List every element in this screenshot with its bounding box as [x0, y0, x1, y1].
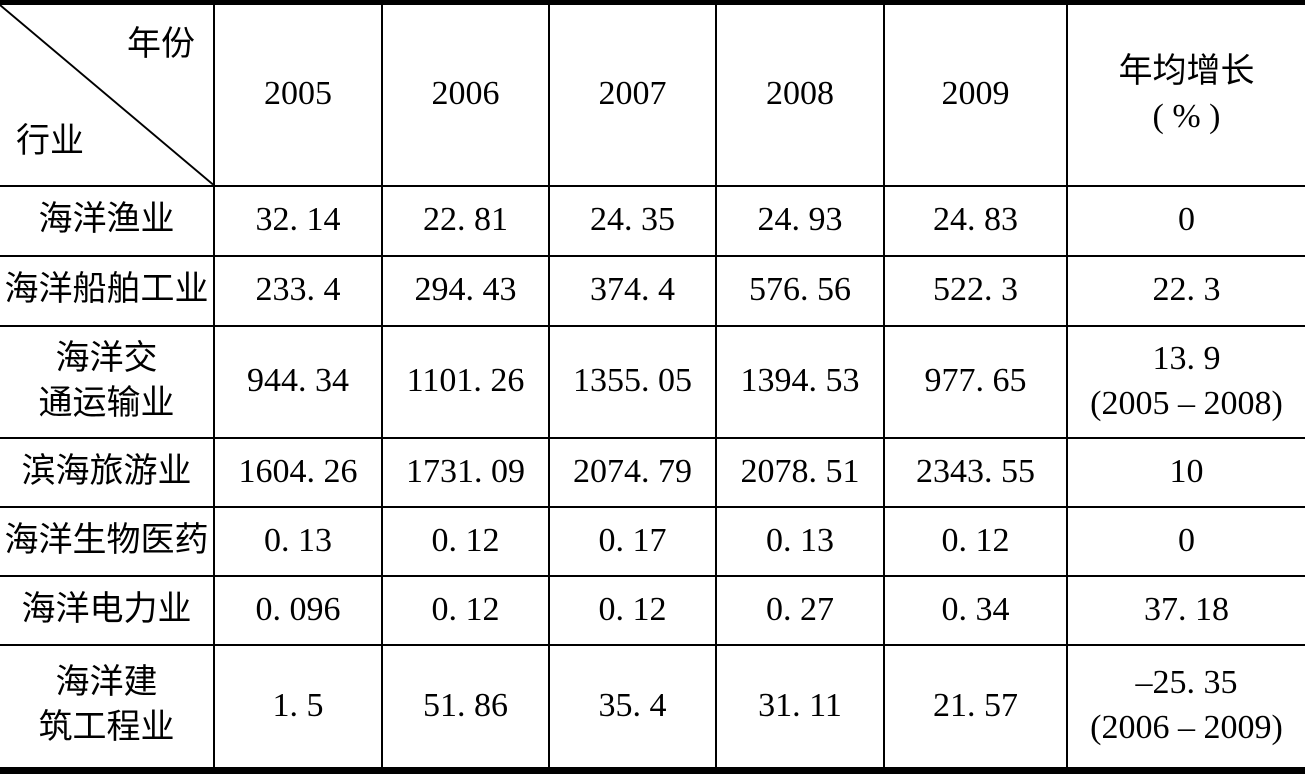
- table-row: 海洋电力业 0. 096 0. 12 0. 12 0. 27 0. 34 37.…: [0, 574, 1305, 646]
- industry-row-header: 海洋建 筑工程业: [0, 643, 215, 774]
- growth-cell: 0: [1066, 184, 1305, 257]
- year-column-header: 2009: [883, 0, 1068, 187]
- value-cell: 977. 65: [883, 324, 1068, 439]
- value-cell: 1. 5: [213, 643, 383, 774]
- value-cell: 0. 12: [381, 574, 550, 646]
- value-cell: 24. 93: [715, 184, 885, 257]
- value-cell: 0. 17: [548, 505, 717, 577]
- year-column-header: 2007: [548, 0, 717, 187]
- year-column-header: 2005: [213, 0, 383, 187]
- table-row: 海洋生物医药 0. 13 0. 12 0. 17 0. 13 0. 12 0: [0, 505, 1305, 577]
- value-cell: 51. 86: [381, 643, 550, 774]
- value-cell: 944. 34: [213, 324, 383, 439]
- table-row: 海洋船舶工业 233. 4 294. 43 374. 4 576. 56 522…: [0, 254, 1305, 327]
- diagonal-line: [1, 7, 212, 184]
- value-cell: 22. 81: [381, 184, 550, 257]
- industry-row-header: 海洋交 通运输业: [0, 324, 215, 439]
- value-cell: 24. 35: [548, 184, 717, 257]
- growth-cell: 37. 18: [1066, 574, 1305, 646]
- industry-row-header: 海洋渔业: [0, 184, 215, 257]
- table-header-row: 年份 行业 2005 2006 2007 2008 2009 年均增长 ( % …: [0, 0, 1305, 187]
- industry-row-header: 海洋生物医药: [0, 505, 215, 577]
- growth-cell: 13. 9 (2005 – 2008): [1066, 324, 1305, 439]
- year-column-header: 2008: [715, 0, 885, 187]
- value-cell: 2078. 51: [715, 436, 885, 508]
- industry-row-header: 海洋电力业: [0, 574, 215, 646]
- table-row: 海洋渔业 32. 14 22. 81 24. 35 24. 93 24. 83 …: [0, 184, 1305, 257]
- value-cell: 522. 3: [883, 254, 1068, 327]
- value-cell: 24. 83: [883, 184, 1068, 257]
- table-row: 滨海旅游业 1604. 26 1731. 09 2074. 79 2078. 5…: [0, 436, 1305, 508]
- value-cell: 1355. 05: [548, 324, 717, 439]
- value-cell: 32. 14: [213, 184, 383, 257]
- value-cell: 1101. 26: [381, 324, 550, 439]
- value-cell: 0. 27: [715, 574, 885, 646]
- value-cell: 0. 096: [213, 574, 383, 646]
- industry-row-header: 滨海旅游业: [0, 436, 215, 508]
- value-cell: 233. 4: [213, 254, 383, 327]
- growth-cell: 22. 3: [1066, 254, 1305, 327]
- value-cell: 576. 56: [715, 254, 885, 327]
- value-cell: 374. 4: [548, 254, 717, 327]
- value-cell: 0. 12: [381, 505, 550, 577]
- growth-cell: 0: [1066, 505, 1305, 577]
- value-cell: 31. 11: [715, 643, 885, 774]
- year-column-header: 2006: [381, 0, 550, 187]
- value-cell: 0. 12: [548, 574, 717, 646]
- growth-cell: –25. 35 (2006 – 2009): [1066, 643, 1305, 774]
- value-cell: 2343. 55: [883, 436, 1068, 508]
- table-row: 海洋交 通运输业 944. 34 1101. 26 1355. 05 1394.…: [0, 324, 1305, 439]
- corner-label-year: 年份: [127, 26, 195, 63]
- growth-cell: 10: [1066, 436, 1305, 508]
- value-cell: 0. 13: [715, 505, 885, 577]
- value-cell: 294. 43: [381, 254, 550, 327]
- corner-label-industry: 行业: [16, 122, 84, 160]
- value-cell: 1731. 09: [381, 436, 550, 508]
- table-row: 海洋建 筑工程业 1. 5 51. 86 35. 4 31. 11 21. 57…: [0, 643, 1305, 774]
- industry-row-header: 海洋船舶工业: [0, 254, 215, 327]
- value-cell: 1604. 26: [213, 436, 383, 508]
- value-cell: 35. 4: [548, 643, 717, 774]
- growth-column-header: 年均增长 ( % ): [1066, 0, 1305, 187]
- value-cell: 2074. 79: [548, 436, 717, 508]
- value-cell: 1394. 53: [715, 324, 885, 439]
- value-cell: 0. 12: [883, 505, 1068, 577]
- value-cell: 0. 34: [883, 574, 1068, 646]
- value-cell: 0. 13: [213, 505, 383, 577]
- value-cell: 21. 57: [883, 643, 1068, 774]
- corner-header-cell: 年份 行业: [0, 0, 215, 187]
